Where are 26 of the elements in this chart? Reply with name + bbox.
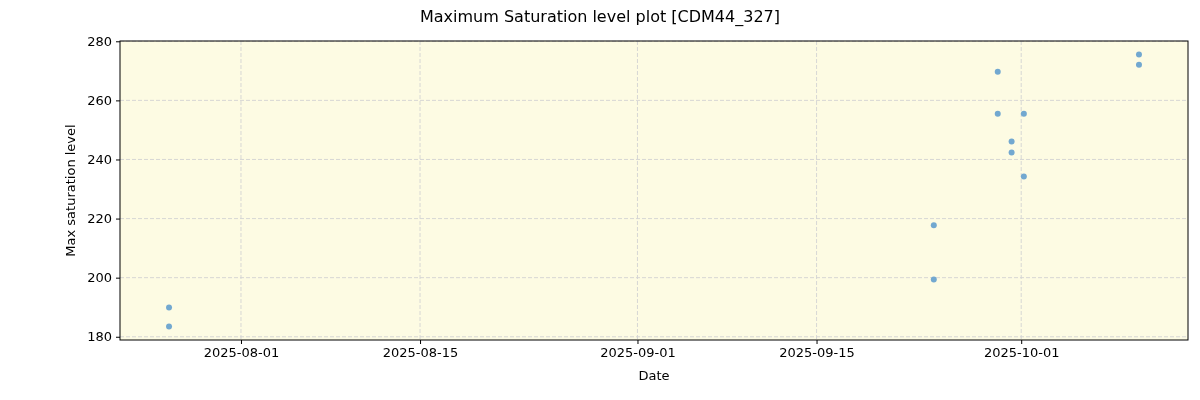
x-tick-label: 2025-09-15 <box>779 345 855 361</box>
point <box>994 110 1001 117</box>
x-tick-label: 2025-09-01 <box>600 345 676 361</box>
point <box>1135 61 1142 68</box>
y-tick-label: 200 <box>87 270 112 286</box>
x-tick-label: 2025-10-01 <box>983 345 1060 361</box>
point <box>1020 173 1027 180</box>
y-tick-label: 260 <box>87 93 112 109</box>
point <box>166 304 173 311</box>
y-tick-label: 220 <box>87 211 112 227</box>
x-axis-title: Date <box>638 368 670 383</box>
point <box>1008 138 1015 145</box>
x-tick-label: 2025-08-15 <box>382 345 459 361</box>
point <box>994 68 1001 75</box>
y-tick-label: 280 <box>87 33 112 49</box>
point <box>166 323 173 330</box>
y-tick-label: 180 <box>87 329 112 345</box>
x-tick-label: 2025-08-01 <box>203 345 280 361</box>
point <box>1008 149 1015 156</box>
point <box>930 276 937 283</box>
point <box>1135 51 1142 58</box>
chart-title: Maximum Saturation level plot [CDM44_327] <box>420 7 780 27</box>
point <box>930 222 937 229</box>
y-axis-title: Max saturation level <box>63 124 78 257</box>
point <box>1020 110 1027 117</box>
y-tick-label: 240 <box>87 152 112 168</box>
